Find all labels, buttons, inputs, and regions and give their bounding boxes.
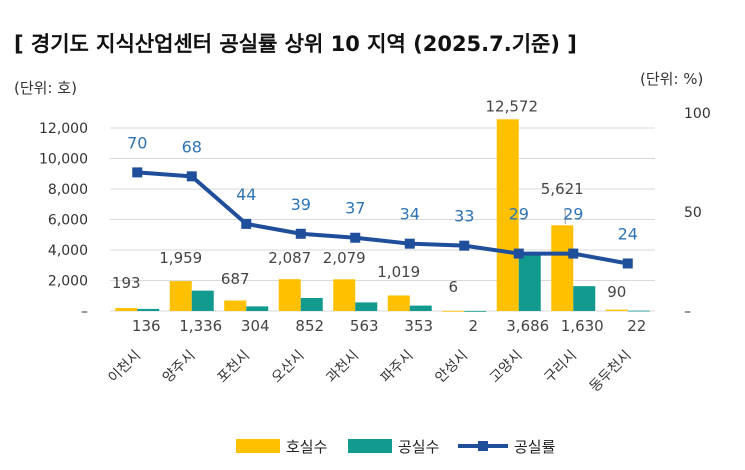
house-label: 193 [112, 274, 141, 292]
vacant-label: 1,630 [561, 317, 604, 335]
legend-swatch-house [236, 439, 280, 453]
bar-vacant [464, 310, 487, 312]
bar-house [278, 279, 301, 311]
category-label: 양주시 [160, 348, 199, 387]
house-label: 2,087 [268, 249, 311, 267]
left-tick-label: 4,000 [48, 243, 88, 259]
category-label: 이천시 [105, 348, 144, 387]
rate-label: 33 [454, 207, 474, 226]
left-tick-label: 6,000 [48, 213, 88, 229]
bar-house [387, 295, 410, 311]
legend-swatch-vacant [348, 439, 392, 453]
rate-line [132, 167, 633, 269]
house-label: 1,019 [377, 263, 420, 281]
category-label: 포천시 [214, 348, 253, 387]
right-tick-label: 50 [684, 205, 702, 221]
rate-marker [513, 248, 524, 259]
right-axis: – 50 100 [684, 106, 711, 320]
left-axis-unit: (단위: 호) [14, 79, 77, 97]
bar-vacant [137, 308, 160, 311]
house-label: 1,959 [159, 249, 202, 267]
right-axis-unit: (단위: %) [640, 70, 703, 88]
bar-vacant [627, 310, 650, 312]
rate-label: 70 [127, 133, 147, 152]
rate-marker [186, 171, 197, 182]
house-label: 12,572 [486, 97, 539, 115]
vacant-label: 304 [241, 317, 270, 335]
rate-label: 39 [291, 195, 311, 214]
bar-house [115, 308, 138, 311]
category-label: 파주시 [378, 348, 417, 387]
legend-label-rate: 공실률 [514, 438, 556, 456]
rate-marker [350, 232, 361, 243]
category-label: 고양시 [487, 348, 526, 387]
bar-house [224, 300, 247, 311]
right-tick-label: 100 [684, 106, 711, 122]
left-tick-label: 8,000 [48, 182, 88, 198]
rate-label: 29 [509, 205, 529, 224]
rate-marker [568, 248, 579, 259]
category-axis: 이천시 양주시 포천시 오산시 과천시 파주시 안성시 고양시 구리시 동두천시 [105, 348, 634, 396]
left-tick-label: 12,000 [39, 121, 88, 137]
rate-label: 34 [400, 205, 420, 224]
bar-vacant [409, 305, 432, 311]
bar-house [605, 309, 628, 311]
rate-label: 24 [618, 224, 638, 243]
bar-house [442, 310, 465, 312]
vacant-label: 2 [468, 317, 478, 335]
category-label: 동두천시 [587, 348, 635, 396]
right-tick-label: – [684, 304, 691, 320]
category-label: 안성시 [432, 348, 471, 387]
category-label: 구리시 [541, 348, 580, 387]
legend-label-house: 호실수 [286, 438, 327, 456]
rate-marker [404, 238, 415, 249]
rate-marker [132, 167, 143, 178]
gridlines [110, 127, 655, 312]
bar-vacant [300, 298, 323, 311]
bar-vacant [518, 254, 541, 311]
chart-title: [ 경기도 지식산업센터 공실률 상위 10 지역 (2025.7.기준) ] [14, 32, 577, 56]
vacant-label: 22 [627, 317, 646, 335]
rate-label: 68 [182, 137, 202, 156]
house-label: 90 [607, 283, 626, 301]
data-labels: 193 1,959 687 2,087 2,079 1,019 6 12,572 5,621 90… [112, 97, 646, 335]
rate-marker [622, 258, 633, 269]
bar-vacant [573, 286, 596, 311]
vacant-label: 563 [350, 317, 379, 335]
category-label: 오산시 [269, 348, 308, 387]
vacant-label: 353 [404, 317, 433, 335]
bar-house [333, 279, 356, 311]
rate-marker [459, 240, 470, 251]
left-tick-label: 2,000 [48, 274, 88, 290]
house-label: 6 [448, 278, 458, 296]
vacant-label: 852 [295, 317, 324, 335]
legend-swatch-rate-marker [478, 441, 488, 451]
vacant-label: 3,686 [506, 317, 549, 335]
rate-label: 29 [563, 205, 583, 224]
bar-vacant [246, 306, 269, 311]
bar-house [169, 281, 192, 311]
bars [115, 119, 650, 312]
rate-marker [295, 228, 306, 239]
bar-house [496, 119, 519, 311]
house-label: 687 [221, 270, 250, 288]
bar-house [551, 225, 574, 311]
house-label: 5,621 [541, 180, 584, 198]
legend: 호실수 공실수 공실률 [236, 438, 556, 456]
bar-vacant [355, 302, 378, 311]
house-label: 2,079 [323, 249, 366, 267]
legend-label-vacant: 공실수 [398, 438, 439, 456]
rate-label: 37 [345, 199, 365, 218]
rate-label: 44 [236, 185, 256, 204]
left-axis: – 2,000 4,000 6,000 8,000 10,000 12,000 [39, 121, 88, 320]
category-label: 과천시 [323, 348, 362, 387]
rate-marker [241, 218, 252, 229]
left-tick-label: – [81, 304, 88, 320]
vacant-label: 1,336 [179, 317, 222, 335]
left-tick-label: 10,000 [39, 152, 88, 168]
rate-line-path [137, 170, 629, 266]
vacant-label: 136 [132, 317, 161, 335]
bar-vacant [191, 290, 214, 311]
